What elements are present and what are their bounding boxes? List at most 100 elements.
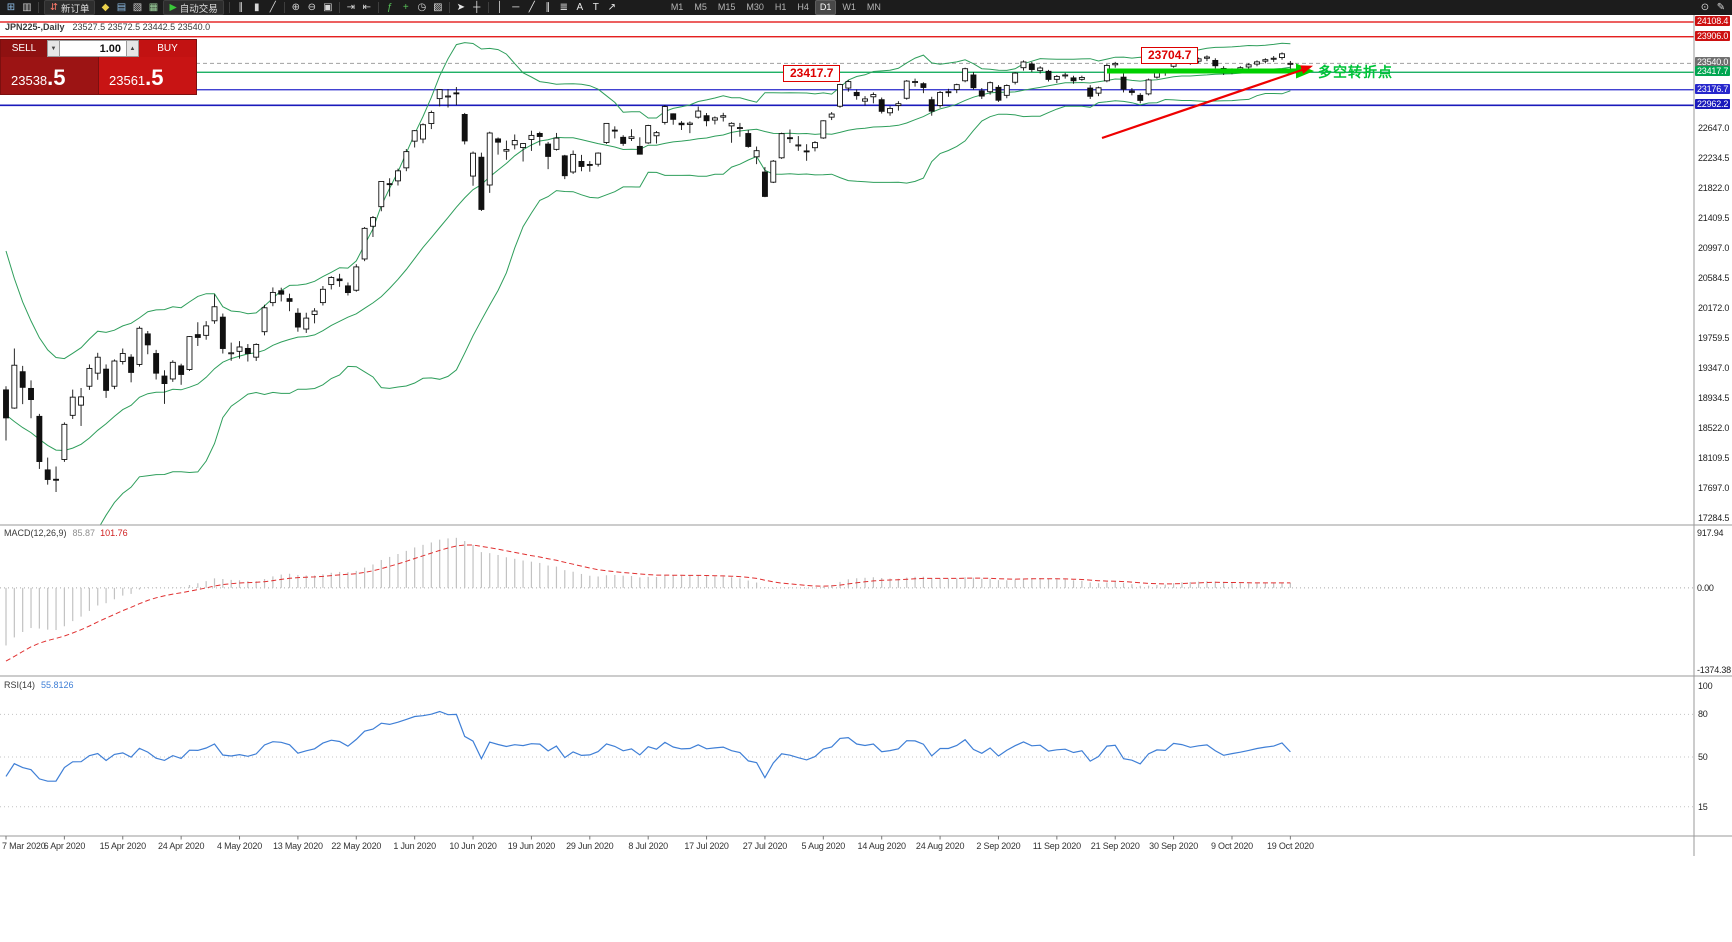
metaeditor-icon: ◆ [101, 2, 110, 13]
toolbar-separator [338, 2, 340, 13]
triangle-up-icon: ▲ [129, 45, 136, 52]
main-chart-layer [0, 21, 1694, 525]
timeframe-m1[interactable]: M1 [670, 2, 684, 12]
market-watch-icon[interactable]: ▤ [113, 1, 129, 14]
sell-button[interactable]: SELL [1, 40, 47, 57]
toolbar-separator [377, 2, 379, 13]
new-order-button[interactable]: ⇵ 新订单 [44, 0, 96, 15]
timeframe-h4[interactable]: H4 [797, 2, 809, 12]
timeframe-m15[interactable]: M15 [717, 2, 736, 12]
new-order-button-label: 新订单 [60, 3, 90, 15]
price-callout-resistance[interactable]: 23704.7 [1141, 47, 1199, 64]
macd-main-value: 85.87 [72, 528, 96, 538]
timeframe-h1[interactable]: H1 [774, 2, 787, 12]
zoom-out-icon[interactable]: ⊖ [304, 1, 320, 14]
price-callout-support[interactable]: 23417.7 [783, 65, 841, 82]
toolbar-separator [283, 2, 285, 13]
sell-price[interactable]: 23538 .5 [1, 57, 99, 94]
chart-profiles-icon[interactable]: ▥ [19, 1, 35, 14]
macd-signal-value: 101.76 [100, 528, 128, 538]
toolbar-separator [38, 2, 39, 13]
trade-panel-top-row: SELL ▼ 1.00 ▲ BUY [1, 40, 196, 57]
templates-icon: ▨ [433, 2, 443, 13]
trendline-icon[interactable]: ╱ [524, 1, 540, 14]
lot-decrease-button[interactable]: ▼ [47, 40, 60, 57]
toolbar-separator [448, 2, 450, 13]
auto-scroll-icon[interactable]: ⇥ [343, 1, 359, 14]
new-chart-icon: ⊞ [6, 2, 16, 13]
time-periods-icon[interactable]: ◷ [414, 1, 430, 14]
new-order-button-icon: ⇵ [50, 2, 58, 13]
timeframe-mn[interactable]: MN [866, 2, 881, 12]
one-click-trading-panel: SELL ▼ 1.00 ▲ BUY 23538 .5 23561 .5 [0, 39, 197, 95]
toolbar-separator [487, 2, 489, 13]
ohlc-values: 23527.5 23572.5 23442.5 23540.0 [72, 22, 211, 32]
bar-chart-icon[interactable]: ∥ [233, 1, 249, 14]
indicators-icon[interactable]: ƒ [382, 1, 398, 14]
arrows-icon: ↗ [607, 2, 616, 13]
horizontal-line-icon[interactable]: ─ [508, 1, 524, 14]
chart-shift-icon: ⇤ [362, 2, 371, 13]
chart-shift-icon[interactable]: ⇤ [359, 1, 375, 14]
sell-price-pips: .5 [47, 65, 66, 91]
crosshair-icon: ┼ [473, 2, 481, 13]
symbol-timeframe-label: JPN225-,Daily [5, 22, 65, 32]
tile-windows-icon[interactable]: ▣ [320, 1, 336, 14]
cursor-icon[interactable]: ➤ [453, 1, 469, 14]
bar-chart-icon: ∥ [238, 2, 244, 13]
metaeditor-icon[interactable]: ◆ [97, 1, 113, 14]
zoom-in-icon[interactable]: ⊕ [288, 1, 304, 14]
add-indicator-icon: + [402, 2, 409, 13]
timeframe-d1[interactable]: D1 [814, 0, 837, 15]
tile-windows-icon: ▣ [323, 2, 333, 13]
autotrading-button[interactable]: ▶ 自动交易 [163, 0, 224, 15]
arrows-icon[interactable]: ↗ [604, 1, 620, 14]
line-chart-icon[interactable]: ╱ [265, 1, 281, 14]
zoom-in-icon: ⊕ [291, 2, 300, 13]
trade-panel-prices: 23538 .5 23561 .5 [1, 57, 196, 94]
channel-icon[interactable]: ∥ [540, 1, 556, 14]
triangle-down-icon: ▼ [50, 45, 57, 52]
templates-icon[interactable]: ▨ [430, 1, 446, 14]
line-chart-icon: ╱ [269, 2, 276, 13]
rsi-label: RSI(14) 55.8126 [4, 680, 74, 690]
indicators-icon: ƒ [387, 2, 393, 13]
navigator-icon[interactable]: ▧ [129, 1, 145, 14]
timeframe-m5[interactable]: M5 [694, 2, 707, 12]
add-indicator-icon[interactable]: + [398, 1, 414, 14]
buy-price-main: 23561 [109, 73, 146, 88]
buy-button[interactable]: BUY [139, 40, 196, 57]
new-chart-icon[interactable]: ⊞ [3, 1, 19, 14]
market-watch-icon: ▤ [116, 2, 127, 13]
lot-size-input[interactable]: 1.00 [60, 40, 126, 57]
horizontal-line-icon: ─ [512, 2, 520, 13]
candlestick-chart-icon: ▮ [254, 2, 260, 13]
text-label-icon[interactable]: T [588, 1, 604, 14]
buy-price[interactable]: 23561 .5 [99, 57, 196, 94]
trendline-icon: ╱ [528, 2, 535, 13]
text-icon: A [576, 2, 584, 13]
candlestick-chart-icon[interactable]: ▮ [249, 1, 265, 14]
text-icon[interactable]: A [572, 1, 588, 14]
time-periods-icon: ◷ [417, 2, 427, 13]
chart-profiles-icon: ▥ [22, 2, 32, 13]
lot-increase-button[interactable]: ▲ [126, 40, 139, 57]
buy-button-label: BUY [157, 43, 178, 54]
turning-point-annotation: 多空转折点 [1318, 64, 1393, 80]
autotrading-button-label: 自动交易 [179, 3, 218, 15]
fibonacci-icon[interactable]: ≣ [556, 1, 572, 14]
vertical-line-icon[interactable]: │ [492, 1, 508, 14]
crosshair-icon[interactable]: ┼ [469, 1, 485, 14]
rsi-layer [0, 710, 1694, 808]
timeframe-toolbar: M1 M5 M15 M30 H1 H4 D1 W1 MN [666, 0, 886, 15]
rsi-value: 55.8126 [41, 680, 74, 690]
auto-scroll-icon: ⇥ [346, 2, 355, 13]
fibonacci-icon: ≣ [559, 2, 568, 13]
timeframe-m30[interactable]: M30 [746, 2, 764, 12]
terminal-icon[interactable]: ▦ [145, 1, 161, 14]
timeframe-w1[interactable]: W1 [842, 2, 856, 12]
edit-icon[interactable]: ✎ [1716, 2, 1726, 13]
search-icon[interactable]: ⊙ [1700, 2, 1710, 13]
